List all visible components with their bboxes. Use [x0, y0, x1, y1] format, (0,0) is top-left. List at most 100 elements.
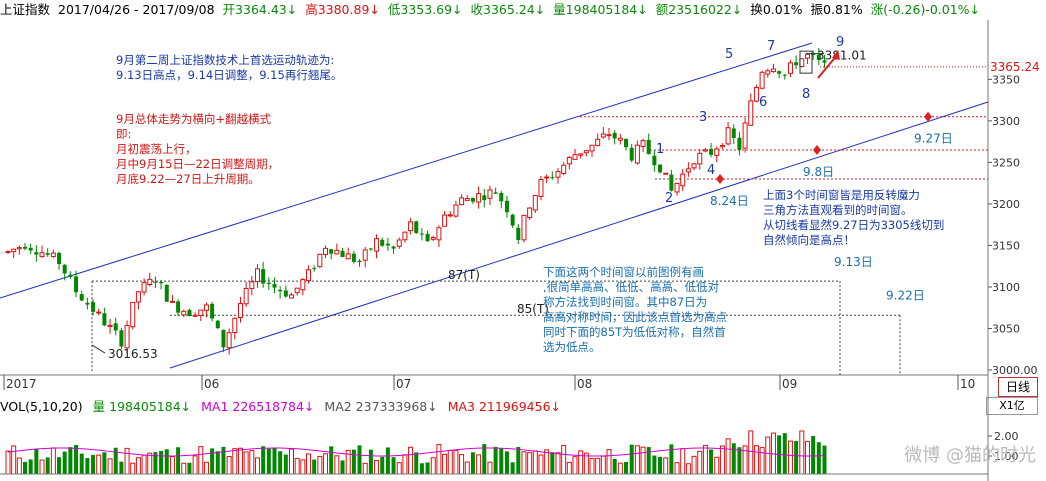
candle-body-down: [811, 53, 816, 56]
volume-unit-button[interactable]: X1亿: [986, 397, 1038, 415]
candle-body-up: [442, 214, 448, 227]
volume-bar-down: [57, 457, 62, 474]
current-price-label: 3365.24: [990, 60, 1040, 74]
candle-body-down: [612, 132, 617, 139]
tangent-point-marker: [716, 174, 724, 185]
low-price-label: 3016.53: [108, 347, 158, 361]
candle-body-up: [566, 156, 572, 165]
candle-body-up: [521, 214, 527, 241]
volume-bar-up: [107, 458, 113, 475]
candle-body-up: [663, 172, 669, 175]
volume-bar-down: [470, 452, 475, 474]
volume-bar-down: [516, 446, 521, 474]
candle-body-up: [192, 314, 198, 317]
candle-body-up: [702, 149, 708, 152]
period-daily-button[interactable]: 日线: [998, 377, 1038, 397]
high-value: 高3380.89↓: [305, 2, 380, 17]
candle-body-down: [278, 289, 283, 292]
wave-label-8: 8: [802, 87, 810, 102]
candle-body-down: [62, 264, 67, 274]
candle-body-down: [210, 303, 215, 319]
candle-body-up: [374, 238, 380, 252]
volume-bar-up: [765, 436, 771, 475]
candle-body-up: [640, 140, 646, 148]
t87-label: 87(T): [448, 268, 480, 282]
candle-body-up: [765, 70, 771, 75]
volume-bar-up: [476, 454, 482, 475]
candle-body-up: [226, 332, 232, 349]
candle-body-up: [130, 301, 136, 328]
candle-body-down: [777, 71, 782, 74]
candle-body-up: [453, 204, 459, 217]
candle-body-down: [85, 302, 90, 305]
date-label-927: 9.27日: [914, 132, 953, 146]
candle-body-down: [215, 320, 220, 329]
candle-body-down: [45, 253, 50, 255]
volume-bar-up: [691, 455, 697, 475]
volume-bar-down: [624, 461, 629, 474]
volume-bar-up: [362, 462, 368, 475]
candle-body-up: [487, 189, 493, 199]
month-label: 07: [396, 377, 411, 391]
wave-label-7: 7: [767, 39, 775, 54]
low-pointer: [91, 344, 106, 354]
candle-body-up: [578, 153, 584, 156]
candle-body-down: [79, 294, 84, 301]
volume-bar-up: [374, 459, 380, 475]
volume-bar-down: [312, 459, 317, 474]
note-monthly-pattern: 9月总体走势为横向+翻越横式 即: 月初震荡上行， 月中9月15日—22日调整周…: [116, 112, 280, 186]
candle-body-up: [198, 309, 204, 316]
candle-body-down: [23, 246, 28, 249]
volume-bar-up: [538, 454, 544, 475]
volume-bar-down: [102, 452, 107, 474]
volume-bar-down: [794, 440, 799, 474]
candle-body-down: [329, 249, 334, 254]
candle-body-up: [408, 221, 414, 232]
candle-body-down: [731, 128, 736, 139]
volume-chart: 2.00 1.00: [0, 396, 1019, 481]
volume-bar-up: [447, 449, 453, 475]
volume-bar-up: [11, 445, 17, 475]
volume-bar-up: [249, 450, 255, 475]
volume-bar-up: [396, 462, 402, 475]
amplitude-value: 振0.81%: [810, 2, 863, 17]
candle-body-down: [658, 164, 663, 173]
candle-body-up: [334, 249, 340, 255]
volume-bar-up: [192, 455, 198, 475]
volume-bar-down: [504, 451, 509, 474]
volume-bar-up: [685, 463, 691, 475]
low-value: 低3353.69↓: [387, 2, 463, 17]
volume-bar-up: [124, 447, 130, 475]
candle-body-down: [74, 276, 79, 293]
candle-body-down: [510, 214, 515, 226]
high-box: [799, 50, 813, 74]
volume-bar-down: [357, 445, 362, 474]
candle-body-down: [261, 269, 266, 284]
volume-bar-up: [243, 451, 249, 475]
candle-body-up: [685, 168, 691, 173]
candle-body-up: [237, 303, 243, 319]
candle-body-up: [459, 197, 465, 206]
candle-body-up: [719, 144, 725, 148]
y-tick-label: 3300: [992, 115, 1020, 128]
volume-bar-up: [232, 448, 238, 475]
candle-body-down: [113, 323, 118, 331]
candle-body-up: [595, 138, 601, 147]
volume-bar-down: [272, 447, 277, 474]
candle-body-down: [91, 302, 96, 312]
volume-bar-up: [555, 452, 561, 475]
volume-bar-down: [811, 436, 816, 474]
y-tick-label: 3250: [992, 156, 1020, 169]
volume-bar-up: [617, 462, 623, 475]
candle-body-up: [742, 122, 748, 149]
candle-body-down: [28, 247, 33, 251]
volume-bar-down: [68, 447, 73, 474]
volume-bar-up: [799, 430, 805, 475]
volume-bar-down: [23, 461, 28, 474]
volume-bar-up: [135, 457, 141, 475]
note-time-window: 上面3个时间窗皆是用反转魔力 三角方法直观看到的时间窗。 从切线看显然9.27日…: [763, 188, 945, 247]
candle-body-up: [294, 287, 300, 294]
candle-body-up: [759, 71, 765, 89]
candle-body-up: [770, 68, 776, 73]
candle-body-down: [357, 260, 362, 263]
